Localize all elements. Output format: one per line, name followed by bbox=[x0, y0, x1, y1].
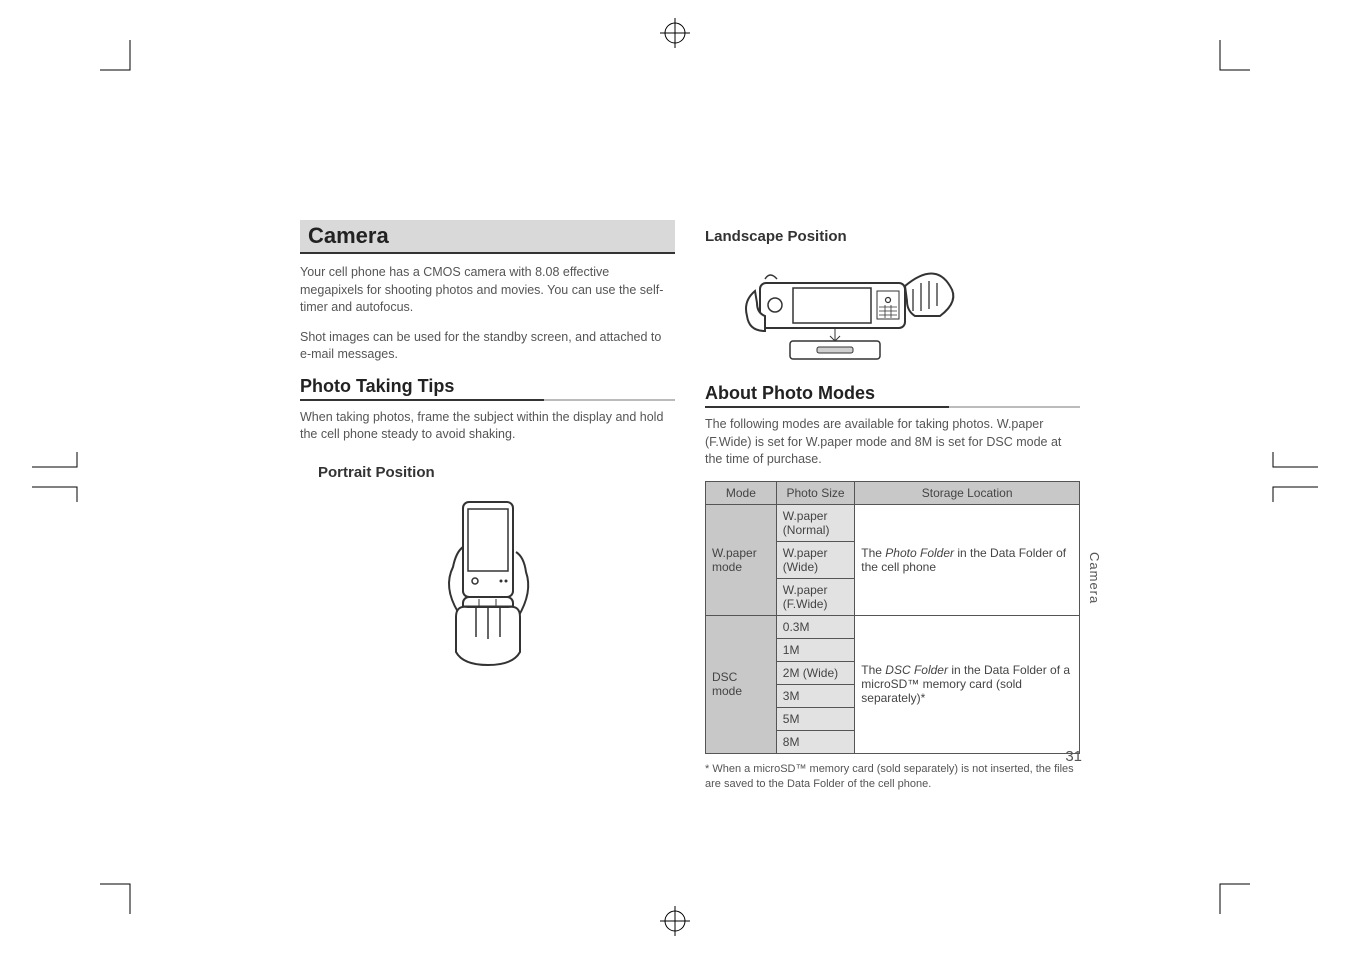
heading-landscape: Landscape Position bbox=[705, 228, 1080, 245]
registration-mark-bottom bbox=[660, 906, 690, 936]
heading-camera: Camera bbox=[300, 220, 675, 254]
side-tab-label: Camera bbox=[1087, 552, 1102, 604]
heading-photo-tips: Photo Taking Tips bbox=[300, 376, 675, 401]
cell-size: W.paper (Normal) bbox=[776, 504, 855, 541]
cell-size: 5M bbox=[776, 707, 855, 730]
table-row: DSC mode 0.3M The DSC Folder in the Data… bbox=[706, 615, 1080, 638]
portrait-illustration bbox=[300, 497, 675, 667]
crop-mark-br bbox=[1210, 874, 1250, 914]
camera-intro-1: Your cell phone has a CMOS camera with 8… bbox=[300, 264, 675, 317]
crop-mark-ml bbox=[32, 452, 92, 502]
th-size: Photo Size bbox=[776, 481, 855, 504]
cell-size: 1M bbox=[776, 638, 855, 661]
heading-portrait: Portrait Position bbox=[318, 464, 675, 481]
about-modes-body: The following modes are available for ta… bbox=[705, 416, 1080, 469]
cell-size: 2M (Wide) bbox=[776, 661, 855, 684]
cell-size: W.paper (F.Wide) bbox=[776, 578, 855, 615]
crop-mark-tl bbox=[100, 40, 140, 80]
registration-mark-top bbox=[660, 18, 690, 48]
footnote: * When a microSD™ memory card (sold sepa… bbox=[705, 762, 1080, 793]
crop-mark-tr bbox=[1210, 40, 1250, 80]
heading-camera-text: Camera bbox=[308, 223, 389, 248]
photo-tips-body: When taking photos, frame the subject wi… bbox=[300, 409, 675, 444]
left-column: Camera Your cell phone has a CMOS camera… bbox=[300, 220, 675, 792]
cell-size: 0.3M bbox=[776, 615, 855, 638]
cell-size: W.paper (Wide) bbox=[776, 541, 855, 578]
cell-dsc-mode: DSC mode bbox=[706, 615, 777, 753]
crop-mark-mr bbox=[1258, 452, 1318, 502]
cell-size: 3M bbox=[776, 684, 855, 707]
right-column: Landscape Position bbox=[705, 220, 1080, 792]
th-mode: Mode bbox=[706, 481, 777, 504]
cell-dsc-storage: The DSC Folder in the Data Folder of a m… bbox=[855, 615, 1080, 753]
th-storage: Storage Location bbox=[855, 481, 1080, 504]
page-number: 31 bbox=[1065, 748, 1082, 765]
modes-table: Mode Photo Size Storage Location W.paper… bbox=[705, 481, 1080, 754]
crop-mark-bl bbox=[100, 874, 140, 914]
heading-about-modes: About Photo Modes bbox=[705, 383, 1080, 408]
cell-wpaper-storage: The Photo Folder in the Data Folder of t… bbox=[855, 504, 1080, 615]
cell-size: 8M bbox=[776, 730, 855, 753]
table-row: W.paper mode W.paper (Normal) The Photo … bbox=[706, 504, 1080, 541]
camera-intro-2: Shot images can be used for the standby … bbox=[300, 329, 675, 364]
landscape-illustration bbox=[735, 261, 1080, 371]
table-header-row: Mode Photo Size Storage Location bbox=[706, 481, 1080, 504]
cell-wpaper-mode: W.paper mode bbox=[706, 504, 777, 615]
